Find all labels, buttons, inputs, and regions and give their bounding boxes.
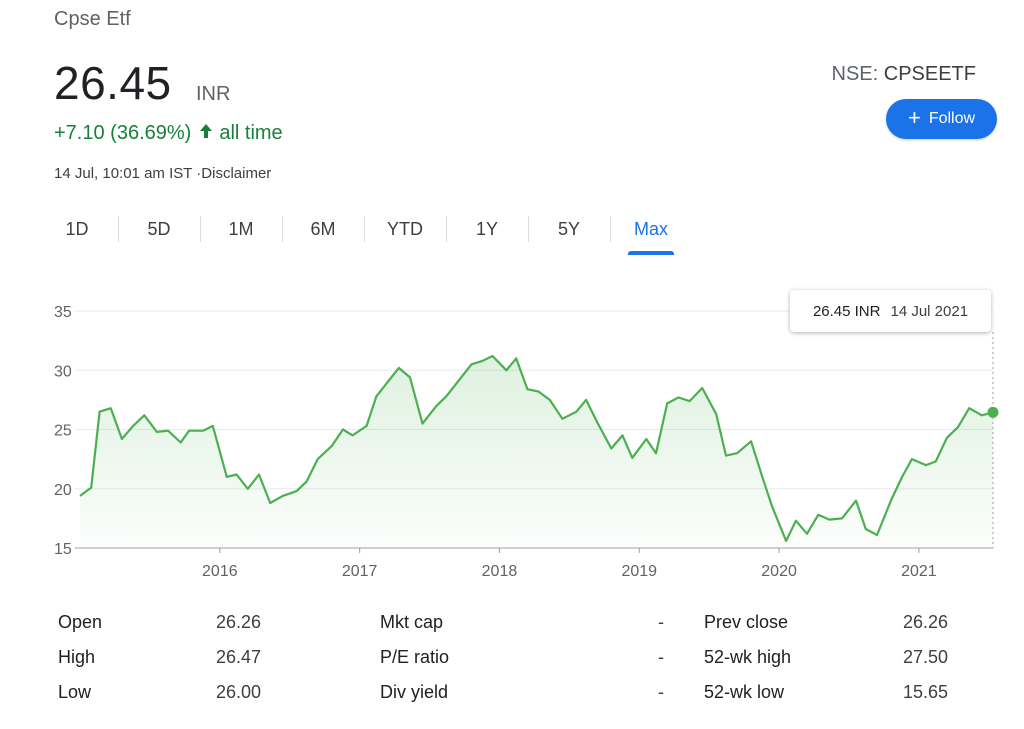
- change-value: +7.10 (36.69%): [54, 122, 192, 144]
- stat-value: 15.65: [903, 682, 949, 702]
- stat-label: 52-wk high: [704, 647, 792, 667]
- stat-label: Open: [58, 612, 103, 632]
- follow-button[interactable]: + Follow: [886, 99, 997, 139]
- timestamp-disclaimer[interactable]: 14 Jul, 10:01 am IST ·Disclaimer: [54, 165, 272, 182]
- x-tick-label: 2018: [482, 563, 518, 580]
- exchange-ticker: NSE: CPSEETF: [832, 63, 977, 86]
- x-tick-label: 2021: [901, 563, 937, 580]
- y-tick-label: 25: [54, 423, 72, 440]
- y-tick-label: 15: [54, 541, 72, 558]
- stat-label: Mkt cap: [380, 612, 444, 632]
- stat-label: Div yield: [380, 682, 449, 702]
- price-line: [79, 354, 994, 542]
- chart-tooltip: 26.45 INR 14 Jul 2021: [790, 290, 991, 332]
- stats-row: High 26.47 P/E ratio - 52-wk high 27.50: [58, 647, 978, 677]
- stat-value: -: [658, 682, 664, 702]
- tab-max[interactable]: Max: [610, 212, 692, 255]
- stat-label: P/E ratio: [380, 647, 450, 667]
- stat-value: -: [658, 647, 664, 667]
- price-change: +7.10 (36.69%) all time: [54, 122, 283, 145]
- stat-value: 26.00: [216, 682, 262, 702]
- stat-value: 26.47: [216, 647, 262, 667]
- stats-row: Open 26.26 Mkt cap - Prev close 26.26: [58, 612, 978, 642]
- stat-value: 27.50: [903, 647, 949, 667]
- tab-1m[interactable]: 1M: [200, 212, 282, 252]
- price-area: [80, 356, 993, 548]
- tooltip-value: 26.45 INR: [812, 302, 881, 320]
- current-price-dot: [987, 406, 999, 418]
- y-tick-label: 20: [54, 482, 72, 499]
- tooltip-date: 14 Jul 2021: [890, 302, 969, 320]
- plus-icon: +: [907, 105, 921, 130]
- stat-label: High: [58, 647, 96, 667]
- stat-label: 52-wk low: [704, 682, 785, 702]
- x-tick-label: 2017: [342, 563, 378, 580]
- exchange-label: NSE:: [831, 63, 879, 85]
- tab-1y[interactable]: 1Y: [446, 212, 528, 252]
- currency-label: INR: [196, 83, 231, 105]
- follow-label: Follow: [928, 110, 976, 127]
- stat-label: Low: [58, 682, 92, 702]
- stat-value: -: [658, 612, 664, 632]
- tab-6m[interactable]: 6M: [282, 212, 364, 252]
- y-tick-label: 30: [54, 363, 72, 380]
- page-title: Cpse Etf: [54, 8, 131, 30]
- tab-5y[interactable]: 5Y: [528, 212, 610, 252]
- x-tick-label: 2016: [202, 563, 238, 580]
- stat-value: 26.26: [216, 612, 262, 632]
- change-period: all time: [219, 122, 283, 144]
- stat-label: Prev close: [704, 612, 789, 632]
- current-price: 26.45: [54, 57, 172, 109]
- x-tick-label: 2020: [761, 563, 797, 580]
- tab-1d[interactable]: 1D: [65, 219, 89, 239]
- active-tab-indicator: [628, 251, 674, 255]
- arrow-up-icon: [199, 122, 213, 145]
- stat-value: 26.26: [903, 612, 949, 632]
- tab-ytd[interactable]: YTD: [364, 212, 446, 252]
- time-range-tabs: 1D 5D 1M 6M YTD 1Y 5Y Max: [36, 212, 692, 255]
- ticker-symbol: CPSEETF: [883, 63, 976, 85]
- tab-5d[interactable]: 5D: [118, 212, 200, 252]
- stats-row: Low 26.00 Div yield - 52-wk low 15.65: [58, 682, 978, 712]
- x-tick-label: 2019: [621, 563, 657, 580]
- y-tick-label: 35: [54, 304, 72, 321]
